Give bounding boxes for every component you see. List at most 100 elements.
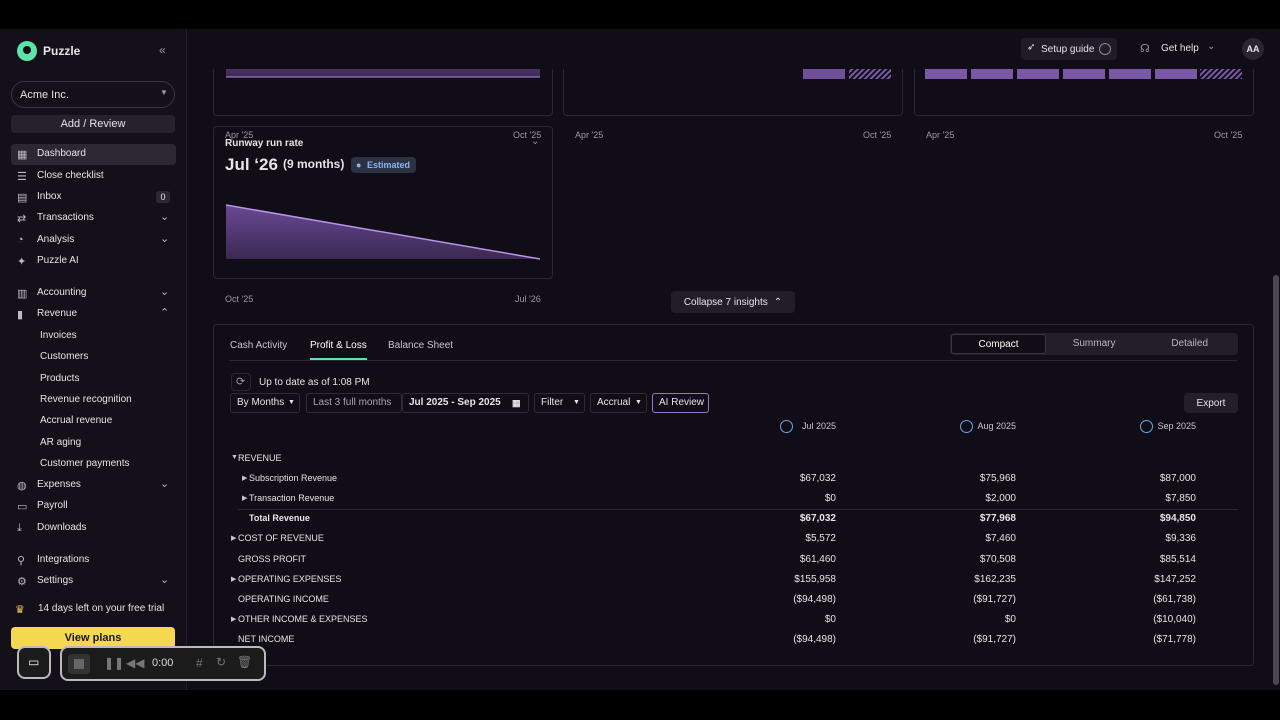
tab[interactable]: Balance Sheet: [388, 340, 454, 351]
stop-icon: [74, 659, 84, 669]
help-icon: ☊: [1140, 43, 1150, 55]
tab[interactable]: Profit & Loss: [310, 340, 367, 351]
row-label: Transaction Revenue: [249, 493, 335, 504]
crown: ♛: [15, 604, 25, 616]
expand[interactable]: ⌄: [531, 136, 540, 147]
view-plans[interactable]: View plans: [11, 627, 175, 649]
nav-item[interactable]: ▮ Revenue ⌃: [11, 304, 176, 325]
rewind[interactable]: ◀◀: [126, 656, 145, 670]
setup-guide-label: Setup guide: [1041, 43, 1095, 55]
nav-item[interactable]: ▥ Accounting ⌄: [11, 283, 176, 304]
toolbar-button[interactable]: Jul 2025 - Sep 2025 ▦: [402, 393, 529, 413]
row-caret[interactable]: ▼: [231, 454, 238, 461]
view-option[interactable]: Detailed: [1171, 338, 1209, 349]
view-option[interactable]: Compact: [951, 334, 1046, 354]
row-caret[interactable]: ▶: [242, 475, 248, 483]
tab[interactable]: Cash Activity: [230, 340, 288, 351]
nav-subitem[interactable]: Invoices: [40, 330, 77, 341]
row-caret[interactable]: ▶: [231, 535, 237, 543]
avatar[interactable]: AA: [1242, 38, 1264, 60]
column-radio[interactable]: [780, 420, 793, 433]
row-value: $0: [824, 493, 836, 505]
column-radio[interactable]: [960, 420, 973, 433]
nav-icon: ▮: [17, 309, 24, 321]
row-value: $87,000: [1159, 473, 1196, 485]
add-review-label: Add / Review: [60, 118, 126, 130]
toolbar-button[interactable]: Last 3 full months: [306, 393, 402, 413]
row-value: $5,572: [805, 533, 836, 545]
runway-title: Runway run rate: [225, 138, 304, 149]
column-radio[interactable]: [1140, 420, 1153, 433]
badge-label: Estimated: [367, 160, 411, 170]
nav-icon: ◍: [17, 480, 27, 492]
restart[interactable]: ↻: [216, 655, 227, 669]
nav-chevron: ⌄: [160, 233, 170, 245]
row-caret[interactable]: ▶: [242, 495, 248, 503]
axis-label: Apr '25: [225, 130, 254, 140]
get-help[interactable]: Get help: [1161, 43, 1199, 54]
nav-label: Revenue: [37, 308, 78, 319]
row-value: ($10,040): [1153, 613, 1196, 625]
row-value: $0: [824, 613, 836, 625]
nav-item[interactable]: ▦ Dashboard: [11, 144, 176, 165]
nav-item[interactable]: ⚲ Integrations: [11, 550, 176, 571]
scrollbar: [1273, 275, 1279, 685]
toolbar-button[interactable]: AI Review: [652, 393, 709, 413]
recorder-controls: ❚❚ ◀◀ 0:00 # ↻ 🗑: [60, 646, 266, 681]
calendar-icon: ▦: [512, 398, 521, 408]
nav-chevron: ⌄: [160, 211, 170, 223]
nav-label: Dashboard: [37, 148, 86, 159]
nav-item[interactable]: ⚙ Settings ⌄: [11, 571, 176, 592]
nav-item[interactable]: ☰ Close checklist: [11, 166, 176, 187]
row-label: Subscription Revenue: [249, 473, 338, 484]
company-select[interactable]: Acme Inc. ▼: [11, 81, 175, 108]
toolbar-button[interactable]: By Months ▼: [230, 393, 300, 413]
nav-item[interactable]: ✦ Puzzle AI: [11, 251, 176, 272]
total-divider: [238, 509, 1238, 511]
row-value: $85,514: [1159, 553, 1196, 565]
toolbar-button[interactable]: Accrual ▼: [590, 393, 647, 413]
nav-item[interactable]: ⇄ Transactions ⌄: [11, 208, 176, 229]
add-review[interactable]: Add / Review: [11, 115, 175, 133]
toolbar-button[interactable]: Filter ▼: [534, 393, 585, 413]
nav-item[interactable]: ▭ Payroll: [11, 496, 176, 517]
row-label: GROSS PROFIT: [238, 553, 307, 564]
refresh-icon: ⟳: [236, 376, 246, 388]
row-label: REVENUE: [238, 453, 282, 463]
setup-guide[interactable]: Setup guide ➶: [1021, 38, 1117, 60]
nav-icon: ✦: [17, 256, 27, 268]
nav-item[interactable]: ⤓ Downloads: [11, 518, 176, 539]
axis-label: Oct '25: [863, 130, 892, 140]
nav-label: Analysis: [37, 234, 75, 245]
row-label: COST OF REVENUE: [238, 533, 324, 544]
nav-subitem[interactable]: Customer payments: [40, 457, 130, 469]
record-camera[interactable]: ▭: [17, 646, 51, 679]
view-option[interactable]: Summary: [1072, 338, 1116, 349]
pause[interactable]: ❚❚: [104, 656, 125, 670]
nav-badge: 0: [156, 191, 170, 203]
nav-subitem[interactable]: Customers: [40, 351, 89, 363]
runway-detail: (9 months): [283, 157, 345, 171]
nav-subitem[interactable]: Revenue recognition: [40, 393, 132, 405]
nav-subitem[interactable]: Accrual revenue: [40, 415, 113, 427]
row-caret[interactable]: ▶: [231, 615, 237, 623]
export[interactable]: Export: [1184, 393, 1238, 413]
row-value: $7,850: [1165, 493, 1196, 505]
nav-item[interactable]: ◍ Expenses ⌄: [11, 475, 176, 496]
collapse-insights[interactable]: Collapse 7 insights ⌃: [671, 291, 795, 313]
nav-subitem[interactable]: Products: [40, 372, 80, 384]
row-value: ($94,498): [793, 633, 836, 645]
nav-subitem[interactable]: AR aging: [40, 436, 82, 448]
nav-label: Accounting: [37, 287, 87, 298]
grid[interactable]: #: [196, 656, 203, 670]
nav-label: Expenses: [37, 479, 81, 490]
delete[interactable]: 🗑: [237, 655, 253, 669]
caret: ▼: [160, 88, 168, 97]
refresh[interactable]: ⟳: [231, 373, 251, 391]
row-value: ($91,727): [973, 633, 1016, 645]
row-value: $0: [1004, 613, 1016, 625]
nav-item[interactable]: ◔ Analysis ⌄: [11, 230, 176, 251]
collapse-sidebar[interactable]: «: [159, 43, 166, 57]
nav-item[interactable]: ▤ Inbox 0: [11, 187, 176, 208]
row-caret[interactable]: ▶: [231, 575, 237, 583]
